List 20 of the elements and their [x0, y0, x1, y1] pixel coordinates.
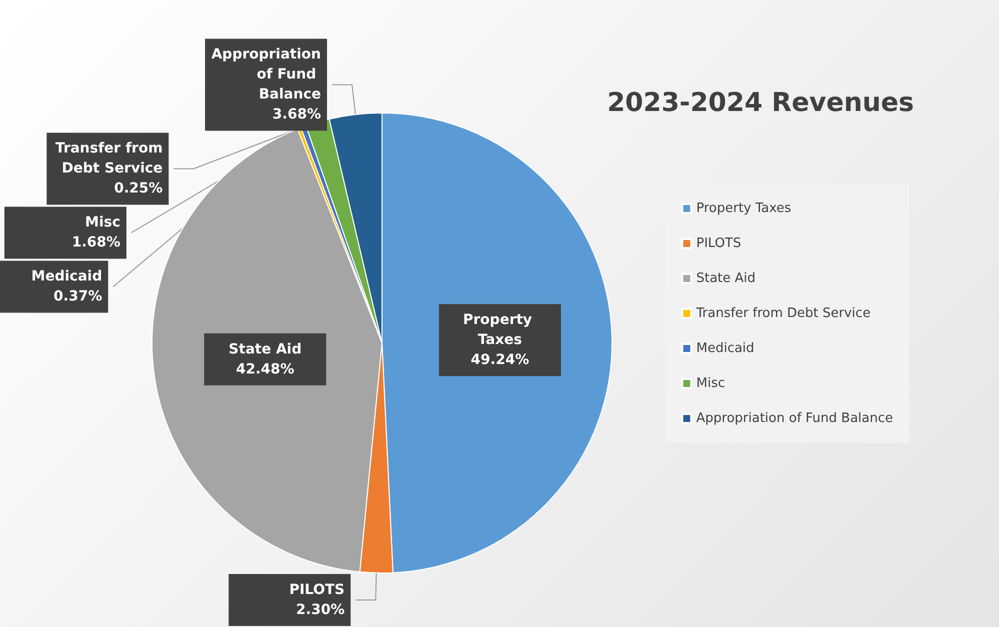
slice-label: PILOTS [289, 582, 345, 598]
data-label: 0.37% [54, 288, 102, 305]
slice-label: Medicaid [31, 268, 102, 285]
legend-label: Property Taxes [696, 201, 792, 216]
slice-label: Misc [85, 214, 120, 231]
legend-label: Medicaid [696, 341, 754, 356]
data-label: 2.30% [296, 602, 345, 618]
slice-label: Appropriation of Fund Balance [211, 46, 322, 103]
legend-label: Misc [696, 376, 725, 391]
data-label: 1.68% [72, 234, 120, 251]
legend-label: State Aid [696, 271, 756, 286]
data-label: 49.24% [470, 352, 530, 368]
legend-label: Appropriation of Fund Balance [696, 411, 894, 426]
data-label: 3.68% [272, 106, 322, 123]
legend-label: PILOTS [696, 236, 742, 251]
text: 2023-2024 Revenues [607, 88, 914, 118]
slice-label: Property Taxes [463, 312, 537, 348]
legend-label: Transfer from Debt Service [695, 306, 871, 321]
slice-label: State Aid [228, 341, 302, 358]
data-label: 42.48% [236, 361, 294, 378]
